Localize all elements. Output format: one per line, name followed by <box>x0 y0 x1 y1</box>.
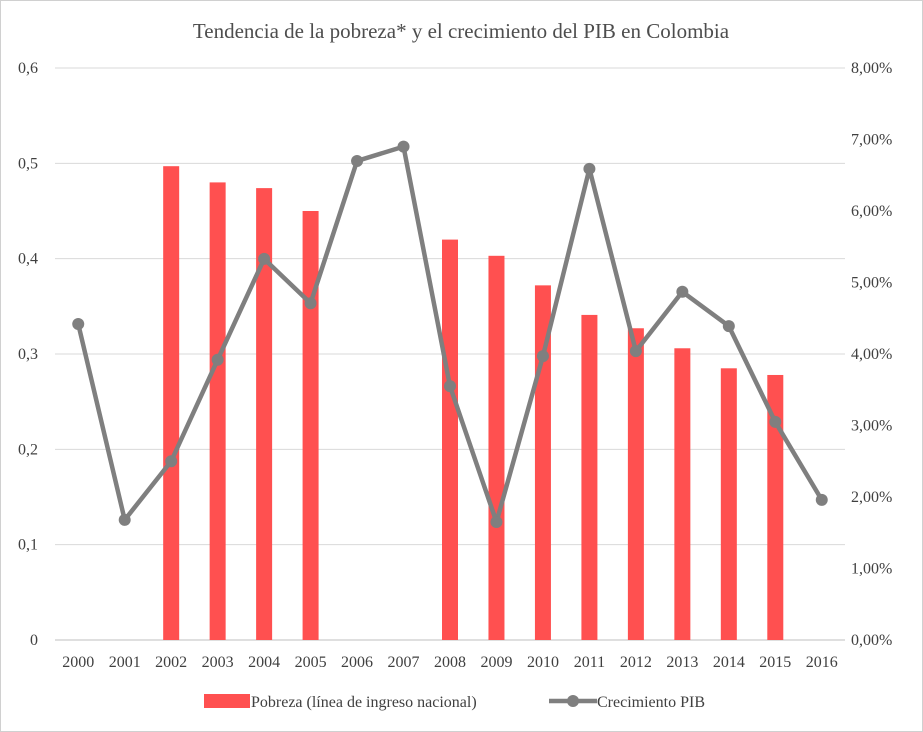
left-tick-label: 0 <box>30 632 38 649</box>
bar-2003 <box>209 182 226 640</box>
x-tick-label: 2014 <box>713 654 745 671</box>
right-tick-label: 6,00% <box>851 203 892 220</box>
x-tick-label: 2010 <box>527 654 559 671</box>
x-tick-label: 2008 <box>434 654 466 671</box>
left-tick-label: 0,5 <box>18 155 38 172</box>
gdp-point-2006 <box>351 154 364 167</box>
bar-2011 <box>581 314 598 640</box>
right-tick-label: 0,00% <box>851 632 892 649</box>
gdp-point-2008 <box>444 380 456 393</box>
x-tick-label: 2002 <box>155 654 187 671</box>
x-tick-label: 2005 <box>295 654 327 671</box>
gdp-point-2009 <box>490 516 503 529</box>
gdp-point-2001 <box>118 513 131 526</box>
bar-2014 <box>720 368 737 640</box>
gdp-point-2000 <box>72 317 85 330</box>
right-tick-label: 7,00% <box>851 132 892 149</box>
bar-2008 <box>442 239 458 640</box>
gdp-point-2015 <box>769 415 782 428</box>
gdp-point-2016 <box>815 493 828 506</box>
x-tick-label: 2004 <box>248 654 280 671</box>
bar-series <box>163 166 784 640</box>
bar-2002 <box>163 166 180 640</box>
x-tick-label: 2012 <box>620 654 652 671</box>
bar-2012 <box>627 328 644 640</box>
x-axis: 2000 2001 2002 2003 2004 2005 2006 2007 2008 2009… <box>62 654 838 671</box>
bar-2004 <box>256 188 273 640</box>
gdp-point-2005 <box>304 297 317 310</box>
x-tick-label: 2015 <box>759 654 791 671</box>
x-tick-label: 2011 <box>574 654 605 671</box>
legend-bar-label: Pobreza (línea de ingreso nacional) <box>251 694 477 711</box>
left-tick-label: 0,6 <box>18 60 38 77</box>
gdp-point-2007 <box>397 140 410 153</box>
bar-2015 <box>767 374 784 640</box>
x-tick-label: 2009 <box>480 654 512 671</box>
x-tick-label: 2000 <box>62 654 94 671</box>
x-tick-label: 2003 <box>202 654 234 671</box>
right-axis: 0,00% 1,00% 2,00% 3,00% 4,00% 5,00% 6,00% 7,00%… <box>851 60 892 649</box>
right-tick-label: 1,00% <box>851 561 892 578</box>
legend-line-label: Crecimiento PIB <box>597 694 705 711</box>
chart-title: Tendencia de la pobreza* y el crecimient… <box>193 19 730 43</box>
line-series <box>72 140 828 529</box>
right-tick-label: 4,00% <box>851 346 892 363</box>
bar-2013 <box>674 348 691 640</box>
x-tick-label: 2007 <box>388 654 420 671</box>
x-tick-label: 2016 <box>806 654 838 671</box>
right-tick-label: 2,00% <box>851 489 892 506</box>
legend-line-marker <box>567 695 579 707</box>
gdp-point-2003 <box>211 353 224 366</box>
x-tick-label: 2001 <box>109 654 141 671</box>
gdp-point-2002 <box>165 455 178 468</box>
x-tick-label: 2013 <box>666 654 698 671</box>
left-tick-label: 0,2 <box>18 441 38 458</box>
x-tick-label: 2006 <box>341 654 373 671</box>
right-tick-label: 8,00% <box>851 60 892 77</box>
left-tick-label: 0,4 <box>18 251 38 268</box>
legend-bar-swatch <box>204 694 250 708</box>
left-tick-label: 0,3 <box>18 346 38 363</box>
gdp-point-2012 <box>629 345 642 358</box>
right-tick-label: 5,00% <box>851 275 892 292</box>
gdp-point-2014 <box>722 320 735 333</box>
gdp-point-2004 <box>258 252 271 265</box>
legend: Pobreza (línea de ingreso nacional) Crec… <box>204 694 705 711</box>
gdp-point-2013 <box>676 285 689 298</box>
gdp-point-2011 <box>583 162 596 175</box>
left-axis: 0 0,1 0,2 0,3 0,4 0,5 0,6 <box>18 60 38 649</box>
bar-2005 <box>302 211 319 640</box>
right-tick-label: 3,00% <box>851 418 892 435</box>
gdp-point-2010 <box>536 350 549 363</box>
bar-2009 <box>488 255 505 640</box>
left-tick-label: 0,1 <box>18 537 38 554</box>
